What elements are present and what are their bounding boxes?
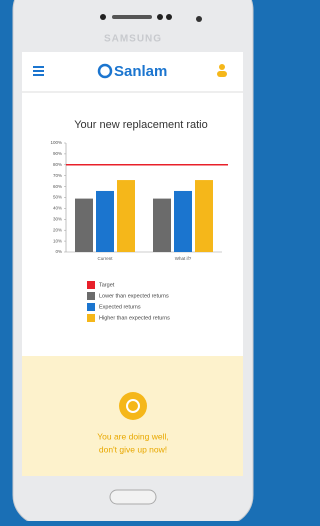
y-tick-label: 70% bbox=[53, 173, 62, 178]
menu-bar bbox=[33, 74, 44, 76]
legend-label: Higher than expected returns bbox=[99, 315, 170, 321]
y-tick-label: 50% bbox=[53, 195, 62, 200]
menu-button[interactable] bbox=[33, 66, 44, 76]
legend-label: Expected returns bbox=[99, 304, 141, 310]
y-tick-label: 100% bbox=[50, 140, 62, 145]
legend-swatch bbox=[87, 292, 95, 300]
bar bbox=[117, 180, 135, 252]
bar bbox=[96, 191, 114, 252]
chart-title: Your new replacement ratio bbox=[74, 119, 208, 131]
bar bbox=[174, 191, 192, 252]
sensor bbox=[100, 14, 106, 20]
sensor bbox=[157, 14, 163, 20]
profile-body bbox=[217, 71, 227, 77]
menu-bar bbox=[33, 70, 44, 72]
legend-swatch bbox=[87, 303, 95, 311]
speaker bbox=[112, 15, 152, 19]
y-tick-label: 80% bbox=[53, 162, 62, 167]
bar bbox=[153, 199, 171, 252]
camera bbox=[196, 16, 202, 22]
y-tick-label: 10% bbox=[53, 238, 62, 243]
legend-swatch bbox=[87, 314, 95, 322]
y-tick-label: 40% bbox=[53, 206, 62, 211]
app-title: Sanlam bbox=[114, 63, 167, 80]
bar bbox=[75, 199, 93, 252]
message-line: don't give up now! bbox=[99, 444, 167, 454]
camera bbox=[166, 14, 172, 20]
bar bbox=[195, 180, 213, 252]
x-tick-label: What if? bbox=[175, 256, 192, 261]
y-tick-label: 30% bbox=[53, 216, 62, 221]
menu-bar bbox=[33, 66, 44, 68]
y-tick-label: 0% bbox=[55, 249, 62, 254]
brand: SAMSUNG bbox=[104, 34, 162, 45]
x-tick-label: Current bbox=[97, 256, 113, 261]
y-tick-label: 20% bbox=[53, 227, 62, 232]
status-icon bbox=[119, 392, 147, 420]
legend-label: Target bbox=[99, 282, 115, 288]
y-tick-label: 60% bbox=[53, 184, 62, 189]
legend-label: Lower than expected returns bbox=[99, 293, 169, 299]
legend-swatch bbox=[87, 281, 95, 289]
message-line: You are doing well, bbox=[97, 431, 169, 441]
home-button[interactable] bbox=[110, 490, 156, 504]
page: SAMSUNG Sanlam Your new replacement rati… bbox=[0, 0, 265, 521]
y-tick-label: 90% bbox=[53, 151, 62, 156]
screenshot: SAMSUNG Sanlam Your new replacement rati… bbox=[0, 0, 265, 521]
profile-head bbox=[219, 64, 225, 70]
